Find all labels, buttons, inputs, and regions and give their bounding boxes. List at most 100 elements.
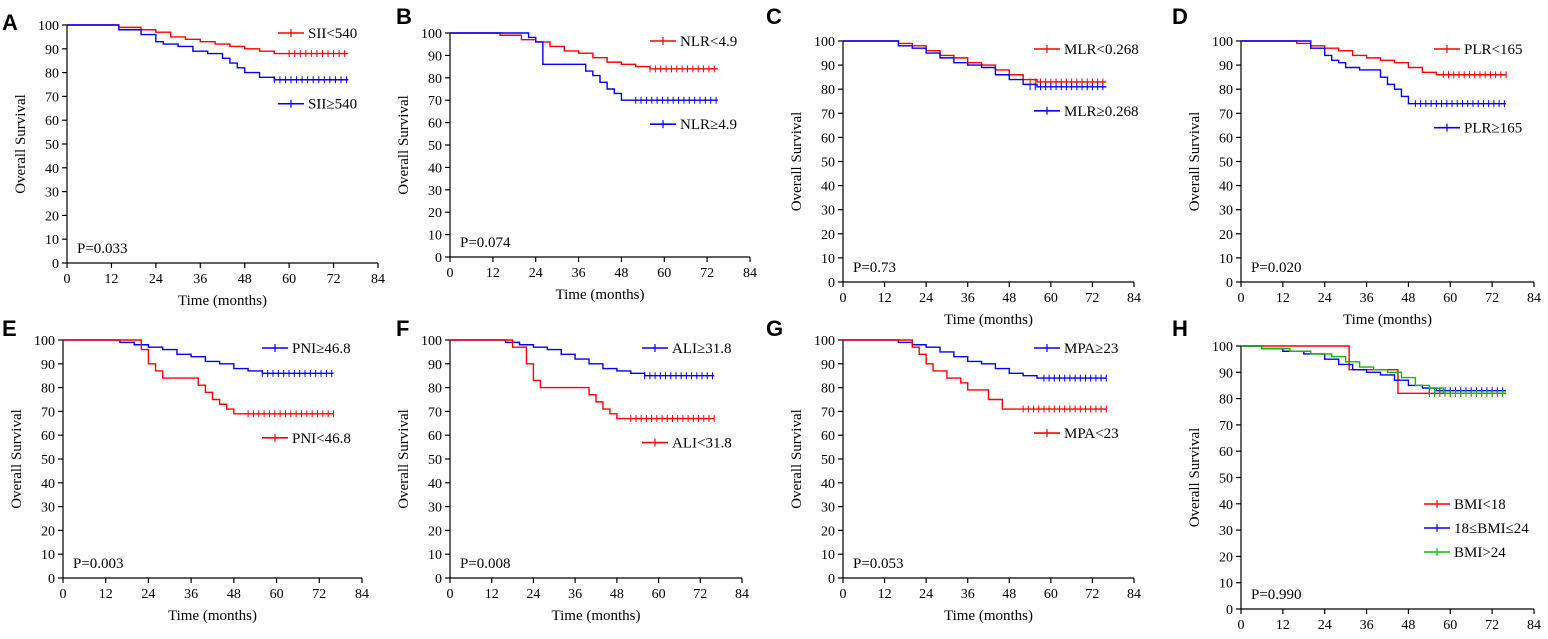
series-line-0 <box>63 339 334 375</box>
panel-d: D 0 12 24 36 48 60 72 84 0 10 20 30 40 50 60 70 80 90 100 Ti… <box>1172 4 1541 328</box>
y-tick-label: 90 <box>41 358 55 373</box>
y-tick-label: 20 <box>428 524 442 539</box>
y-tick-label: 10 <box>821 548 835 563</box>
series-line-0 <box>67 24 349 55</box>
x-tick-label: 48 <box>614 266 628 281</box>
y-tick-label: 10 <box>821 252 835 267</box>
x-tick-label: 12 <box>878 587 892 602</box>
series-line-1 <box>63 339 334 415</box>
x-tick-label: 24 <box>529 266 543 281</box>
censor-marks-2 <box>1428 389 1504 397</box>
y-tick-label: 70 <box>1219 107 1233 122</box>
panel-c: C 0 12 24 36 48 60 72 84 0 10 20 30 40 50 60 70 80 90 100 Ti… <box>766 4 1141 328</box>
x-axis-title: Time (months) <box>555 287 644 303</box>
x-tick-label: 12 <box>104 272 118 287</box>
y-tick-label: 0 <box>828 276 835 291</box>
panel-letter: B <box>396 4 412 29</box>
x-tick-label: 60 <box>270 587 284 602</box>
y-tick-label: 10 <box>428 229 442 244</box>
p-value: P=0.020 <box>1251 260 1302 276</box>
y-tick-label: 20 <box>41 524 55 539</box>
legend-label: PLR≥165 <box>1464 121 1522 137</box>
x-tick-label: 36 <box>1360 291 1374 306</box>
y-tick-label: 20 <box>821 524 835 539</box>
panel-letter: G <box>766 316 783 341</box>
y-tick-label: 40 <box>41 477 55 492</box>
panel-a: A 0 12 24 36 48 60 72 84 0 10 20 30 40 50 60 70 80 90 100 Ti… <box>2 10 385 309</box>
series-line-1 <box>450 32 718 101</box>
x-axis-title: Time (months) <box>944 312 1033 328</box>
y-tick-label: 90 <box>428 358 442 373</box>
y-tick-label: 60 <box>41 429 55 444</box>
y-tick-label: 40 <box>428 161 442 176</box>
y-tick-label: 10 <box>45 233 59 248</box>
legend-label: NLR≥4.9 <box>680 117 737 133</box>
y-tick-label: 40 <box>821 477 835 492</box>
legend-label: SII<540 <box>308 26 357 42</box>
censor-marks-0 <box>644 372 713 380</box>
y-tick-label: 100 <box>34 334 55 349</box>
panel-letter: C <box>766 4 782 29</box>
y-tick-label: 20 <box>428 206 442 221</box>
x-tick-label: 0 <box>447 266 454 281</box>
x-tick-label: 72 <box>1085 291 1099 306</box>
x-tick-label: 84 <box>735 587 749 602</box>
x-axis-title: Time (months) <box>1343 312 1432 328</box>
y-tick-label: 20 <box>1219 550 1233 565</box>
y-tick-label: 30 <box>821 204 835 219</box>
legend-label: MLR≥0.268 <box>1064 104 1139 120</box>
x-tick-label: 48 <box>1401 618 1415 633</box>
x-axis-title: Time (months) <box>551 608 640 624</box>
censor-marks-1 <box>1022 405 1107 413</box>
series-line-1 <box>843 40 1107 88</box>
x-tick-label: 84 <box>1127 291 1141 306</box>
x-tick-label: 48 <box>227 587 241 602</box>
p-value: P=0.008 <box>460 556 511 572</box>
y-tick-label: 90 <box>821 59 835 74</box>
y-tick-label: 60 <box>428 429 442 444</box>
y-tick-label: 100 <box>814 334 835 349</box>
x-tick-label: 12 <box>878 291 892 306</box>
x-tick-label: 60 <box>1044 291 1058 306</box>
x-tick-label: 12 <box>486 266 500 281</box>
y-tick-label: 30 <box>821 501 835 516</box>
legend-label: ALI≥31.8 <box>672 341 731 357</box>
x-tick-label: 12 <box>99 587 113 602</box>
y-tick-label: 100 <box>814 35 835 50</box>
x-tick-label: 48 <box>1002 587 1016 602</box>
series-line-1 <box>67 24 349 81</box>
x-tick-label: 72 <box>327 272 341 287</box>
y-tick-label: 50 <box>1219 156 1233 171</box>
y-tick-label: 20 <box>45 209 59 224</box>
x-tick-label: 72 <box>1085 587 1099 602</box>
x-tick-label: 48 <box>1401 291 1415 306</box>
x-tick-label: 0 <box>447 587 454 602</box>
series-line-0 <box>450 32 718 70</box>
legend-label: MPA≥23 <box>1064 341 1118 357</box>
y-tick-label: 60 <box>821 131 835 146</box>
y-tick-label: 10 <box>1219 252 1233 267</box>
y-tick-label: 70 <box>45 90 59 105</box>
p-value: P=0.990 <box>1251 587 1302 603</box>
y-tick-label: 30 <box>45 186 59 201</box>
y-tick-label: 90 <box>1219 366 1233 381</box>
x-tick-label: 0 <box>840 587 847 602</box>
censor-marks-1 <box>1029 83 1104 91</box>
x-tick-label: 24 <box>1318 291 1332 306</box>
x-tick-label: 48 <box>1002 291 1016 306</box>
legend-label: PNI≥46.8 <box>292 341 351 357</box>
x-tick-label: 24 <box>919 291 933 306</box>
censor-marks-0 <box>1043 374 1107 382</box>
y-tick-label: 80 <box>428 72 442 87</box>
y-tick-label: 0 <box>48 572 55 587</box>
series-line-1 <box>450 339 715 420</box>
y-tick-label: 60 <box>428 117 442 132</box>
y-tick-label: 40 <box>1219 180 1233 195</box>
panel-b: B 0 12 24 36 48 60 72 84 0 10 20 30 40 50 60 70 80 90 100 Ti… <box>396 4 757 303</box>
y-tick-label: 60 <box>821 429 835 444</box>
y-tick-label: 100 <box>1212 35 1233 50</box>
x-tick-label: 0 <box>64 272 71 287</box>
legend-label: NLR<4.9 <box>680 34 737 50</box>
panel-g: G 0 12 24 36 48 60 72 84 0 10 20 30 40 50 60 70 80 90 100 Ti… <box>766 316 1141 624</box>
